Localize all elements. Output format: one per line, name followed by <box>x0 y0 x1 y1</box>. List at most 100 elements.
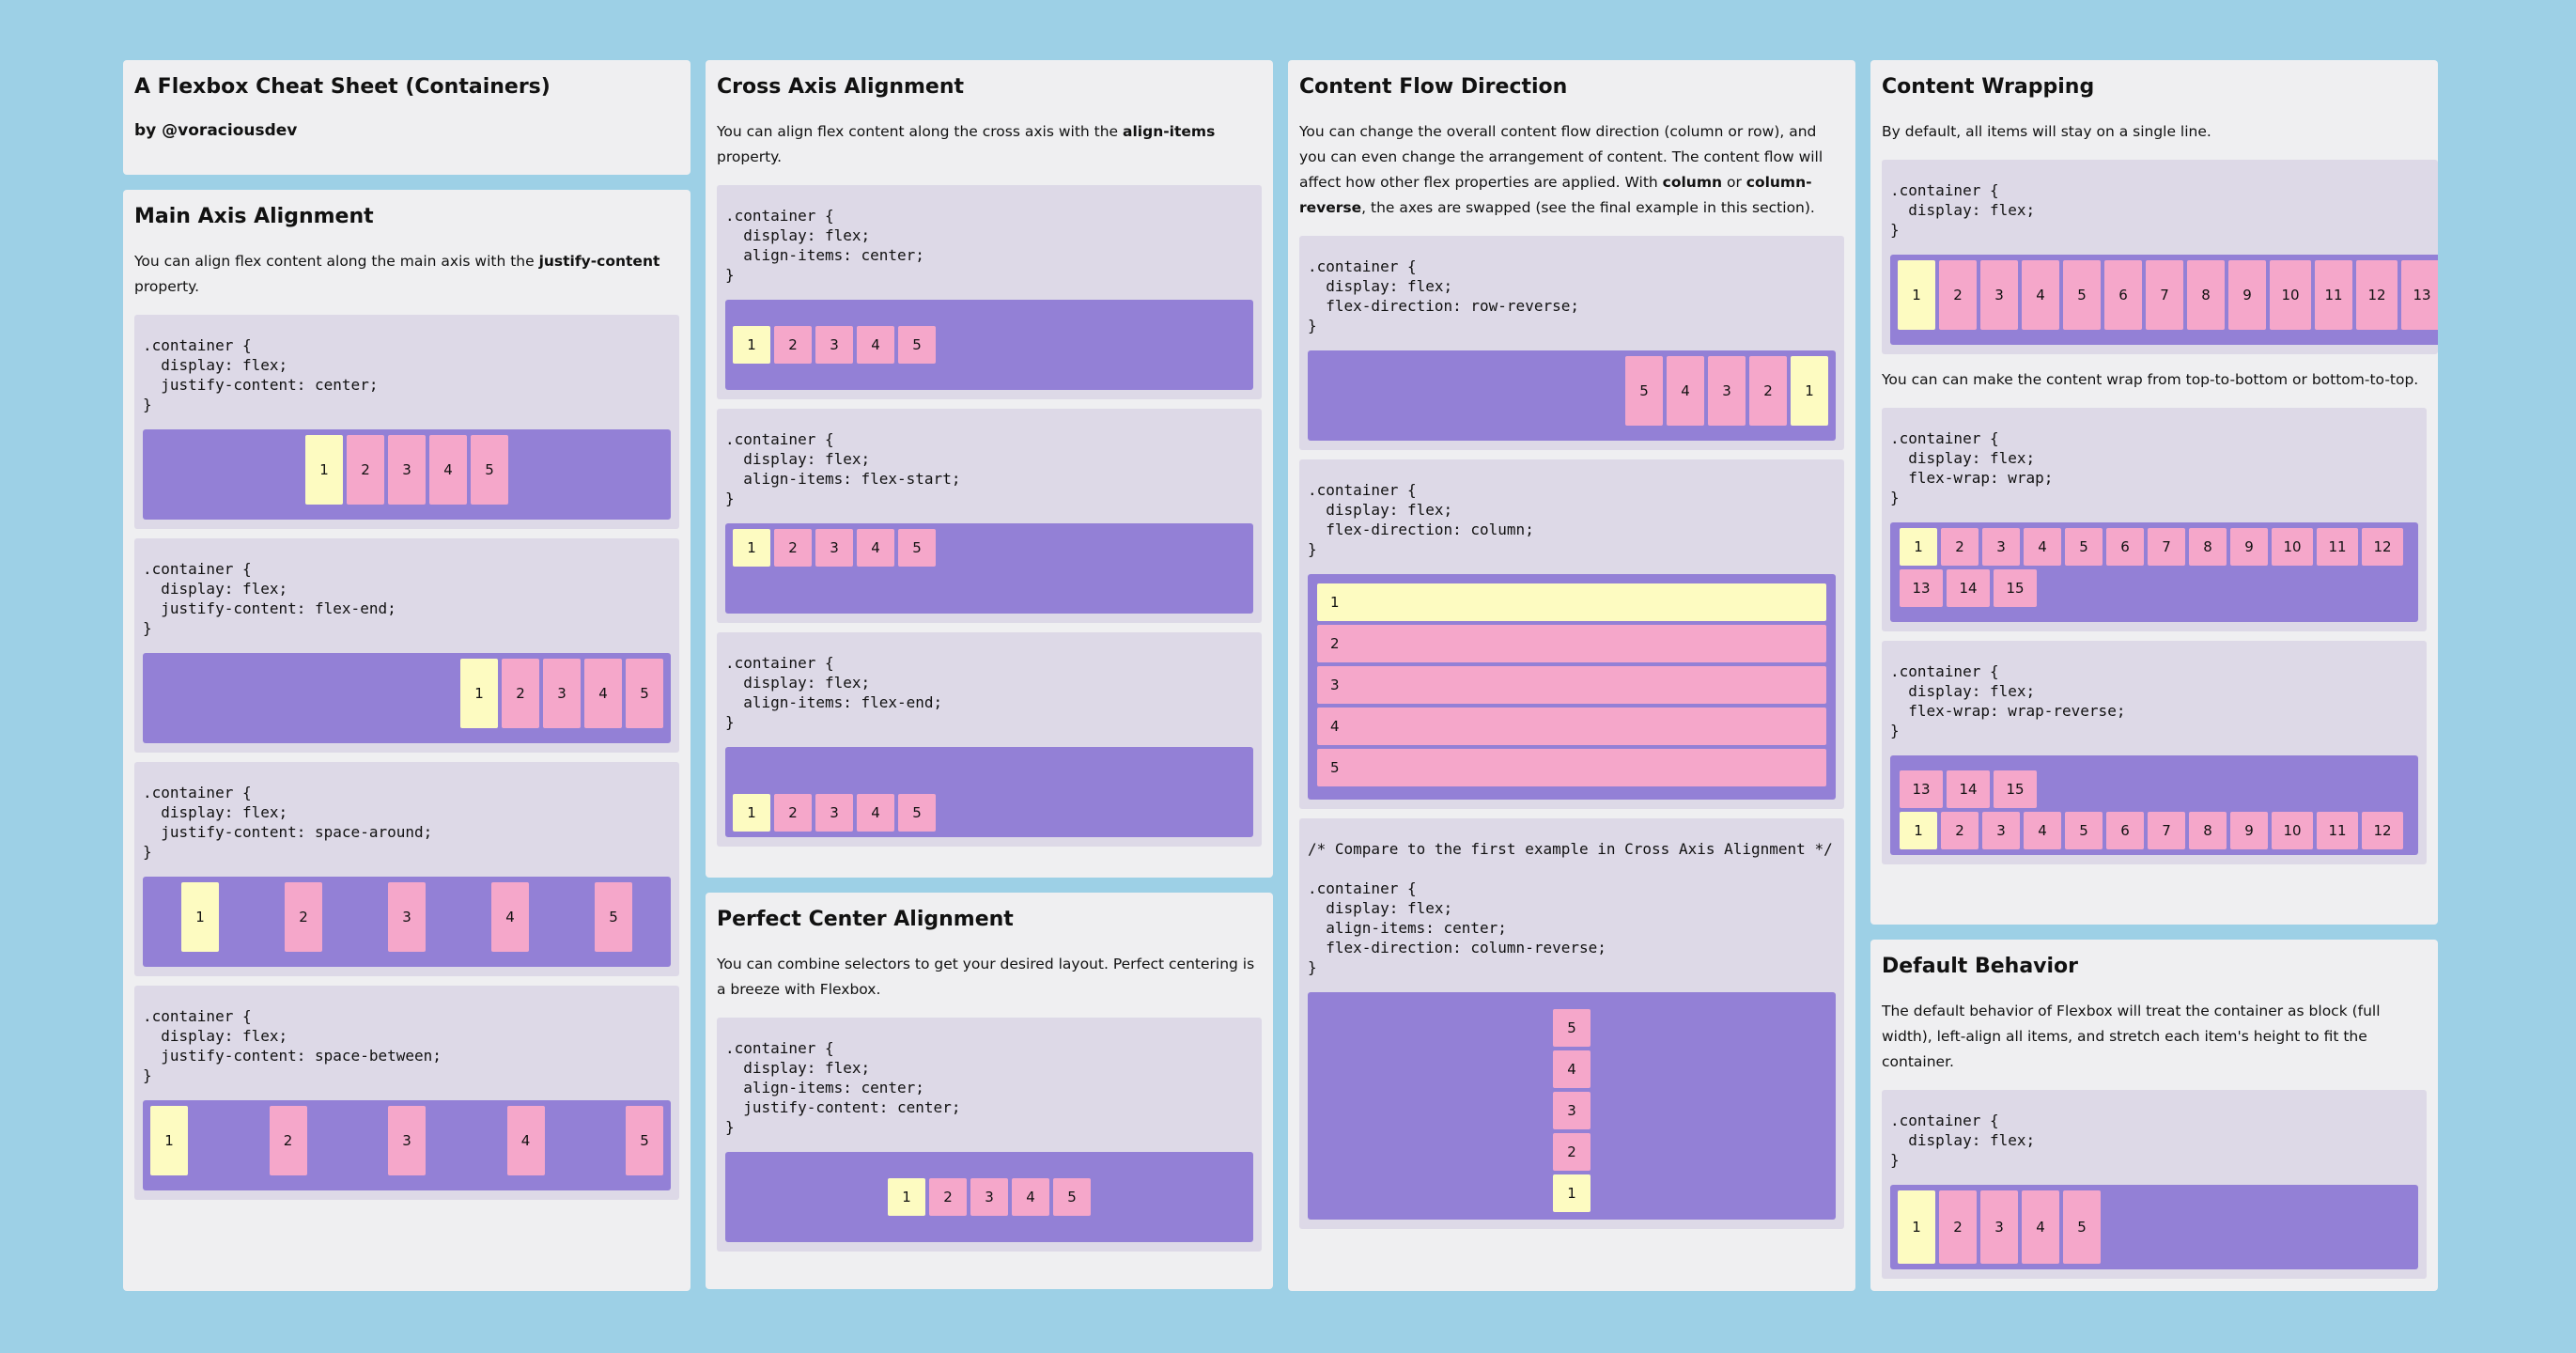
flex-item: 3 <box>1317 666 1826 704</box>
flex-item: 11 <box>2315 260 2352 330</box>
code-snippet: .container { display: flex; justify-cont… <box>143 784 433 861</box>
flex-item: 8 <box>2189 812 2227 849</box>
flex-item: 3 <box>388 1106 426 1175</box>
flex-item: 3 <box>815 794 853 832</box>
section-description: By default, all items will stay on a sin… <box>1882 123 2211 140</box>
flex-item: 1 <box>1900 812 1937 849</box>
example-align-flex-end: .container { display: flex; align-items:… <box>717 632 1262 847</box>
flex-item: 4 <box>2022 260 2059 330</box>
example-align-center: .container { display: flex; align-items:… <box>717 185 1262 399</box>
demo-container: 1 2 3 4 5 <box>725 747 1253 837</box>
flex-item: 2 <box>774 529 812 567</box>
flex-item: 13 <box>1900 770 1943 808</box>
flex-item: 4 <box>2024 812 2061 849</box>
flex-item: 5 <box>1053 1178 1091 1216</box>
section-title: Cross Axis Alignment <box>717 75 965 99</box>
code-snippet: .container { display: flex; align-items:… <box>725 207 924 284</box>
flex-item: 12 <box>2362 528 2403 566</box>
flex-item: 5 <box>626 1106 663 1175</box>
column-2: Cross Axis Alignment You can align flex … <box>706 60 1273 1304</box>
flex-item: 1 <box>1898 260 1935 330</box>
flex-item: 5 <box>2065 528 2103 566</box>
section-title: Default Behavior <box>1882 955 2079 978</box>
code-snippet: /* Compare to the first example in Cross… <box>1308 840 1833 976</box>
flex-item: 6 <box>2106 528 2144 566</box>
flex-item: 14 <box>1947 770 1990 808</box>
flex-item: 2 <box>1941 812 1979 849</box>
flex-item: 11 <box>2317 812 2358 849</box>
flex-item: 5 <box>595 882 632 952</box>
example-align-flex-start: .container { display: flex; align-items:… <box>717 409 1262 623</box>
main-axis-card: Main Axis Alignment You can align flex c… <box>123 190 691 1291</box>
flex-item: 6 <box>2104 260 2142 330</box>
flex-item: 4 <box>857 794 894 832</box>
flex-item: 2 <box>1941 528 1979 566</box>
flex-item: 5 <box>898 529 936 567</box>
flex-item: 5 <box>898 794 936 832</box>
flex-item: 2 <box>774 794 812 832</box>
example-nowrap: .container { display: flex; } 1 2 3 4 5 … <box>1882 160 2438 354</box>
section-title: Content Flow Direction <box>1299 75 1568 99</box>
flex-item: 3 <box>1980 260 2018 330</box>
section-title: Main Axis Alignment <box>134 205 374 228</box>
flex-item: 3 <box>1708 356 1746 426</box>
demo-container: 1 2 3 4 5 6 7 8 9 10 11 12 13 <box>1890 255 2438 345</box>
example-justify-space-between: .container { display: flex; justify-cont… <box>134 986 679 1200</box>
flex-item: 1 <box>1553 1174 1591 1212</box>
example-wrap: .container { display: flex; flex-wrap: w… <box>1882 408 2427 631</box>
flex-item: 1 <box>733 794 770 832</box>
code-snippet: .container { display: flex; align-items:… <box>725 1039 961 1136</box>
page-title: A Flexbox Cheat Sheet (Containers) <box>134 75 551 99</box>
flex-item: 4 <box>1553 1050 1591 1088</box>
byline: by @voraciousdev <box>134 121 298 140</box>
flex-item: 1 <box>733 326 770 364</box>
code-snippet: .container { display: flex; align-items:… <box>725 654 943 731</box>
flex-item: 10 <box>2272 812 2313 849</box>
section-description: You can combine selectors to get your de… <box>717 956 1255 998</box>
flex-item: 13 <box>1900 569 1943 607</box>
code-snippet: .container { display: flex; } <box>1890 181 2036 239</box>
flex-item: 5 <box>1317 749 1826 786</box>
flex-item: 4 <box>429 435 467 505</box>
flex-item: 2 <box>929 1178 967 1216</box>
code-snippet: .container { display: flex; flex-directi… <box>1308 481 1534 558</box>
demo-container: 1 2 3 4 5 <box>1308 574 1836 800</box>
flex-item: 10 <box>2270 260 2311 330</box>
flex-item: 2 <box>269 1106 307 1175</box>
flex-item: 3 <box>388 435 426 505</box>
flex-item: 3 <box>388 882 426 952</box>
default-behavior-card: Default Behavior The default behavior of… <box>1870 940 2438 1291</box>
column-4: Content Wrapping By default, all items w… <box>1870 60 2438 1306</box>
flex-item: 5 <box>1553 1009 1591 1047</box>
flex-item: 5 <box>2063 260 2101 330</box>
column-3: Content Flow Direction You can change th… <box>1288 60 1855 1306</box>
flex-item: 13 <box>2401 260 2438 330</box>
flex-item: 2 <box>285 882 322 952</box>
flex-item: 7 <box>2148 528 2185 566</box>
flex-item: 2 <box>1939 260 1977 330</box>
flex-item: 1 <box>1791 356 1828 426</box>
flex-item: 11 <box>2317 528 2358 566</box>
flex-item: 3 <box>970 1178 1008 1216</box>
flex-item: 2 <box>1317 625 1826 662</box>
flex-item: 4 <box>2022 1190 2059 1264</box>
flex-item: 10 <box>2272 528 2313 566</box>
section-description: You can can make the content wrap from t… <box>1882 371 2419 388</box>
example-default: .container { display: flex; } 1 2 3 4 5 <box>1882 1090 2427 1279</box>
example-column-reverse: /* Compare to the first example in Cross… <box>1299 818 1844 1229</box>
example-column: .container { display: flex; flex-directi… <box>1299 459 1844 809</box>
flex-item: 2 <box>774 326 812 364</box>
flex-item: 2 <box>347 435 384 505</box>
flex-item: 9 <box>2230 528 2268 566</box>
code-snippet: .container { display: flex; justify-cont… <box>143 1007 442 1084</box>
flex-item: 2 <box>502 659 539 728</box>
flex-item: 1 <box>1900 528 1937 566</box>
example-justify-center: .container { display: flex; justify-cont… <box>134 315 679 529</box>
example-wrap-reverse: .container { display: flex; flex-wrap: w… <box>1882 641 2427 864</box>
flex-item: 5 <box>626 659 663 728</box>
section-description: You can align flex content along the mai… <box>134 253 660 295</box>
demo-container: 1 2 3 4 5 <box>143 1100 671 1190</box>
example-justify-space-around: .container { display: flex; justify-cont… <box>134 762 679 976</box>
flex-item: 3 <box>543 659 581 728</box>
